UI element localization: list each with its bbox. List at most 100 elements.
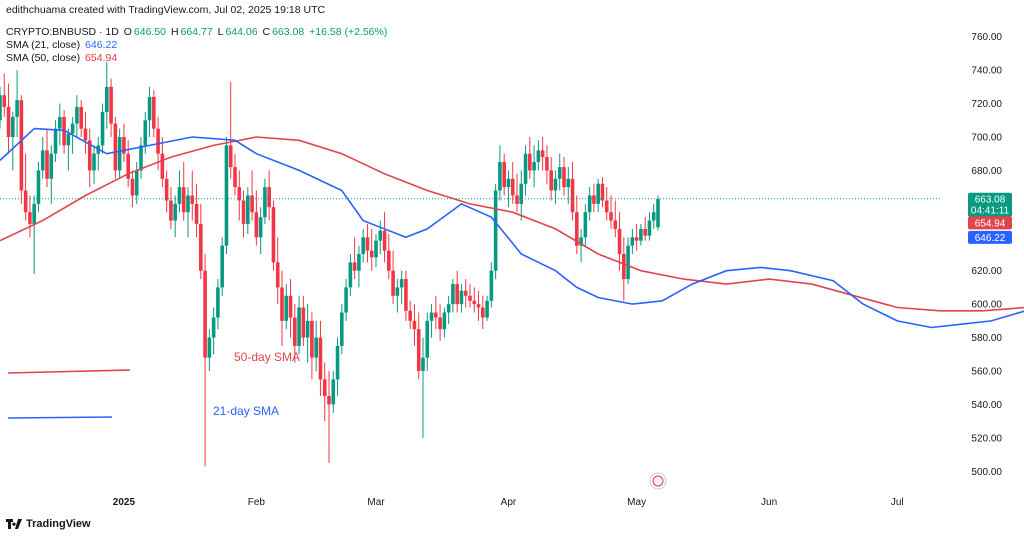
tradingview-logo[interactable]: TradingView: [6, 518, 91, 530]
candle-body: [152, 96, 156, 129]
y-tick-label: 600.00: [971, 300, 1002, 311]
candle-body: [404, 279, 408, 311]
sma50-line: [0, 136, 1024, 312]
y-tick-label: 540.00: [971, 400, 1002, 411]
candle-body: [216, 287, 220, 318]
candle-body: [267, 187, 271, 208]
candle-body: [156, 128, 160, 154]
candle-body: [280, 287, 284, 321]
sma21-annotation: 21-day SMA: [213, 404, 279, 418]
candle-body: [301, 307, 306, 338]
candle-body: [429, 312, 434, 321]
candle-body: [314, 337, 318, 358]
candle-body: [322, 379, 327, 397]
candle-body: [199, 223, 203, 271]
candle-body: [617, 228, 622, 254]
x-tick-label: Apr: [501, 497, 517, 508]
candle-body: [489, 270, 494, 301]
candle-body: [173, 203, 177, 221]
tradingview-mark-icon: [6, 519, 22, 529]
candle-body: [134, 170, 139, 196]
candle-body: [284, 295, 289, 321]
candle-body: [421, 357, 425, 371]
candle-body: [592, 195, 596, 204]
candle-body: [348, 262, 353, 288]
candle-body: [19, 100, 24, 191]
sma50-legend-value: 654.94: [85, 52, 118, 64]
candle-body: [604, 200, 609, 213]
candle-body: [536, 150, 541, 163]
candle-body: [600, 183, 605, 201]
candle-body: [79, 106, 83, 129]
symbol-label: CRYPTO:BNBUSD · 1D: [6, 26, 119, 38]
candle-body: [109, 86, 113, 124]
y-tick-label: 620.00: [971, 266, 1002, 277]
candle-body: [340, 312, 344, 346]
y-tick-label: 500.00: [971, 467, 1002, 478]
candle-body: [416, 329, 421, 371]
x-tick-label: Feb: [248, 497, 266, 508]
candle-body: [374, 240, 378, 258]
candle-body: [425, 320, 430, 358]
candle-body: [468, 295, 472, 301]
candle-body: [562, 167, 566, 188]
candle-body: [634, 237, 639, 241]
candle-body: [254, 212, 259, 238]
candle-body: [361, 237, 365, 254]
candle-body: [130, 178, 135, 196]
candle-body: [455, 284, 459, 305]
candle-body: [382, 230, 387, 251]
sma50-legend-label: SMA (50, close): [6, 52, 81, 64]
low-value: 644.06: [225, 26, 258, 38]
chart-credit: edithchuama created with TradingView.com…: [6, 4, 326, 16]
candle-body: [485, 300, 489, 318]
candle-body: [58, 116, 62, 129]
x-tick-label: Mar: [367, 497, 385, 508]
candle-body: [442, 312, 447, 330]
candle-body: [220, 245, 224, 288]
candle-body: [190, 195, 195, 204]
candle-body: [583, 212, 588, 238]
candle-body: [472, 300, 477, 305]
candle-body: [587, 195, 592, 213]
candle-body: [395, 287, 400, 296]
candle-body: [160, 153, 165, 179]
candle-body: [11, 116, 15, 137]
candle-body: [139, 145, 143, 171]
candle-body: [246, 195, 250, 224]
x-tick-label: 2025: [113, 497, 136, 508]
candle-body: [639, 228, 643, 241]
candle-body: [250, 195, 254, 213]
candle-body: [310, 320, 314, 358]
x-tick-label: May: [627, 497, 646, 508]
candle-body: [502, 162, 506, 188]
candle-body: [434, 312, 438, 318]
candle-body: [45, 150, 49, 179]
time-axis[interactable]: 2025 Feb Mar Apr May Jun Jul: [113, 497, 904, 508]
candle-body: [126, 153, 130, 179]
candle-body: [181, 187, 186, 213]
candle-body: [15, 100, 19, 117]
candle-body: [446, 304, 451, 313]
sma21-legend-value: 646.22: [85, 39, 118, 51]
candle-body: [143, 120, 148, 146]
sma-lines-group: [0, 127, 1024, 329]
candle-body: [293, 317, 297, 346]
candle-body: [23, 190, 28, 213]
candle-body: [369, 250, 374, 258]
candle-body: [241, 200, 246, 224]
candle-body: [506, 178, 511, 188]
candle-body: [147, 96, 152, 121]
price-axis[interactable]: 500.00 520.00 540.00 560.00 580.00 600.00 620.…: [971, 32, 1002, 478]
open-label: O: [123, 26, 132, 38]
candle-body: [451, 284, 455, 305]
candle-body: [391, 270, 395, 296]
candle-body: [493, 190, 498, 271]
candle-body: [87, 140, 92, 171]
candle-body: [510, 178, 515, 196]
tradingview-brand: TradingView: [26, 518, 91, 530]
candle-body: [2, 95, 7, 107]
candle-body: [651, 212, 656, 221]
